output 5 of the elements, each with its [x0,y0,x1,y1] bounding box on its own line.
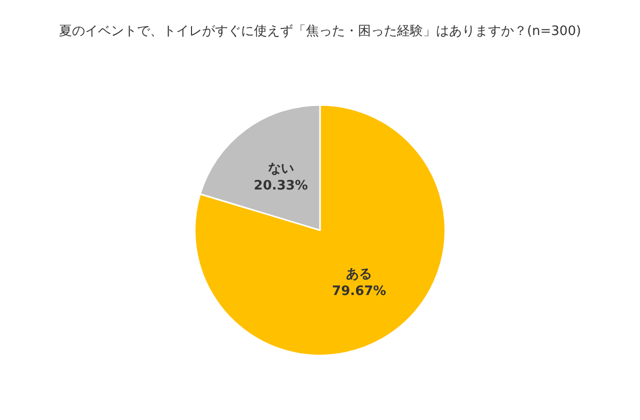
chart-title: 夏のイベントで、トイレがすぐに使えず「焦った・困った経験」はありますか？(n=300) [58,24,582,39]
data-label: 79.67% [332,284,386,299]
data-label: 20.33% [254,178,308,194]
slice-label: ある [346,266,372,282]
slice-label: ない [268,162,294,177]
